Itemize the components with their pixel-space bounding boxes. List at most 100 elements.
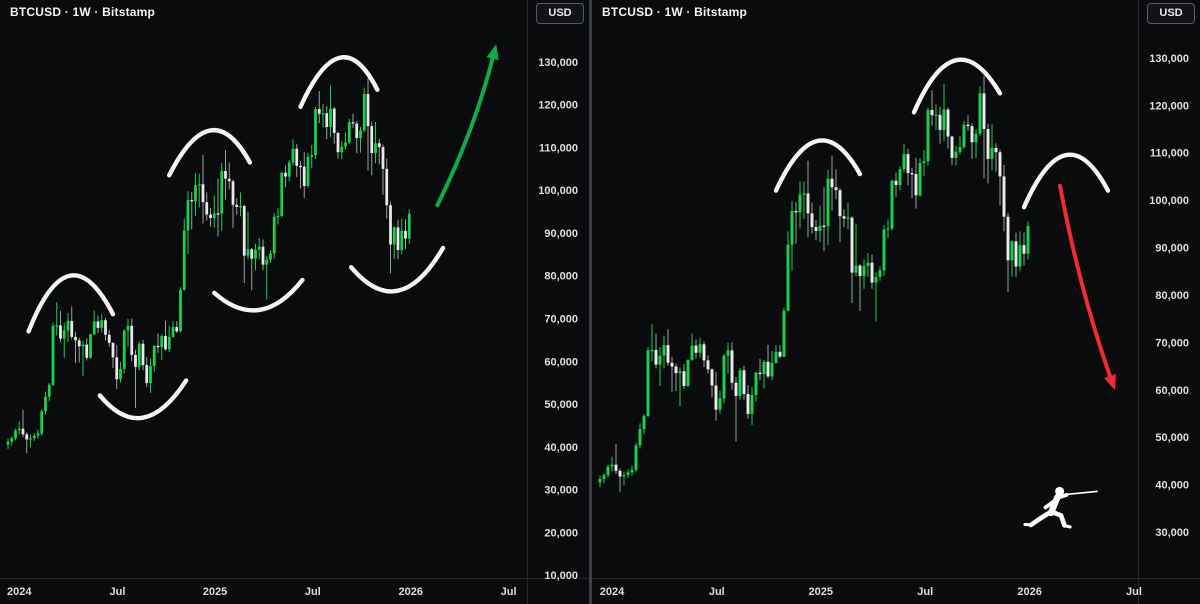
price-tick-label: 90,000: [1155, 243, 1189, 255]
price-axis[interactable]: 130,000 120,000 110,000 100,000 90,000 80,000…: [538, 57, 578, 582]
candle-up: [246, 249, 250, 256]
candle-down: [381, 147, 385, 169]
candle-up: [137, 343, 141, 367]
candle-up: [726, 350, 730, 356]
bottom-arc-late-2025: [348, 245, 446, 294]
price-axis[interactable]: 130,000 120,000 110,000 100,000 90,000 80,000…: [1149, 53, 1189, 539]
price-tick-label: 50,000: [544, 399, 578, 411]
candle-down: [894, 180, 898, 185]
candle-up: [280, 172, 284, 216]
price-tick-label: 110,000: [539, 142, 578, 154]
candle-down: [666, 345, 670, 363]
candle-down: [694, 345, 698, 353]
time-tick-label: Jul: [110, 586, 126, 598]
candle-up: [321, 113, 325, 115]
candle-up: [89, 334, 92, 358]
symbol-title: BTCUSD · 1W · Bitstamp: [10, 5, 156, 19]
price-tick-label: 50,000: [1155, 432, 1189, 444]
candle-up: [786, 244, 790, 311]
candle-up: [212, 213, 216, 219]
time-axis[interactable]: 2024 Jul 2025 Jul 2026 Jul: [7, 586, 517, 598]
candle-up: [790, 211, 794, 245]
price-tick-label: 70,000: [1155, 337, 1189, 349]
candle-down: [654, 349, 658, 365]
candle-down: [284, 172, 287, 177]
candle-up: [314, 109, 317, 156]
candle-down: [910, 173, 914, 175]
price-tick-label: 70,000: [544, 313, 578, 325]
candle-up: [32, 435, 36, 439]
candle-down: [175, 327, 179, 332]
candle-down: [994, 147, 998, 153]
price-tick-label: 10,000: [544, 570, 578, 582]
candle-up: [14, 430, 17, 439]
candle-down: [104, 320, 107, 335]
candle-down: [250, 249, 254, 259]
candle-down: [982, 93, 986, 129]
candle-up: [44, 396, 47, 412]
candle-up: [160, 336, 164, 348]
bullish-projection-arrow: [435, 44, 499, 208]
candle-up: [265, 259, 269, 265]
candle-down: [970, 126, 974, 143]
candle-up: [866, 262, 870, 267]
candle-up: [902, 154, 906, 170]
candle-up: [686, 359, 690, 386]
candle-up: [407, 213, 411, 239]
price-chart-bearish[interactable]: 130,000 120,000 110,000 100,000 90,000 80,000…: [592, 0, 1200, 604]
annotations-layer: [773, 57, 1116, 529]
candle-down: [714, 385, 718, 410]
candle-down: [145, 365, 149, 384]
candle-down: [766, 361, 770, 377]
candle-down: [389, 205, 392, 245]
candle-up: [874, 276, 878, 283]
currency-button[interactable]: USD: [536, 3, 584, 24]
candle-up: [126, 325, 130, 331]
candle-down: [96, 321, 100, 328]
candle-up: [922, 161, 926, 164]
candle-down: [950, 136, 954, 158]
time-axis[interactable]: 2024 Jul 2025 Jul 2026 Jul: [600, 586, 1142, 598]
candle-up: [750, 394, 754, 414]
chart-background: [0, 0, 589, 604]
candle-down: [810, 213, 814, 228]
top-arc-late-2025: [911, 57, 1003, 115]
candle-down: [377, 143, 381, 148]
candle-down: [998, 152, 1002, 177]
candle-up: [257, 246, 261, 250]
candle-down: [70, 321, 74, 337]
candle-up: [374, 143, 377, 154]
candle-up: [1026, 226, 1030, 254]
candle-down: [77, 340, 81, 347]
candle-up: [186, 200, 190, 231]
candle-down: [156, 345, 160, 348]
candle-down: [404, 230, 407, 239]
candle-up: [898, 169, 902, 185]
panel-divider[interactable]: [589, 0, 592, 604]
candle-down: [231, 181, 235, 205]
candle-down: [794, 211, 798, 213]
candle-up: [194, 185, 197, 202]
candle-up: [622, 475, 626, 477]
currency-button[interactable]: USD: [1147, 3, 1195, 24]
candle-up: [846, 217, 850, 219]
candle-down: [111, 342, 115, 358]
candle-down: [25, 434, 29, 440]
price-tick-label: 100,000: [538, 185, 578, 197]
candle-up: [149, 365, 152, 384]
candle-up: [306, 156, 310, 186]
candle-up: [646, 350, 650, 416]
price-chart-bullish[interactable]: 130,000 120,000 110,000 100,000 90,000 80,000…: [0, 0, 589, 604]
candle-down: [746, 394, 750, 414]
candle-up: [826, 178, 830, 227]
candle-up: [167, 336, 171, 350]
bottom-arc-2025: [212, 277, 305, 313]
candle-down: [734, 382, 738, 396]
candle-up: [239, 206, 242, 208]
candle-down: [227, 178, 231, 182]
candle-up: [182, 230, 186, 290]
candle-down: [834, 187, 838, 191]
top-arc-early-2025: [773, 138, 863, 193]
candle-up: [602, 475, 606, 479]
candle-up: [718, 398, 722, 410]
